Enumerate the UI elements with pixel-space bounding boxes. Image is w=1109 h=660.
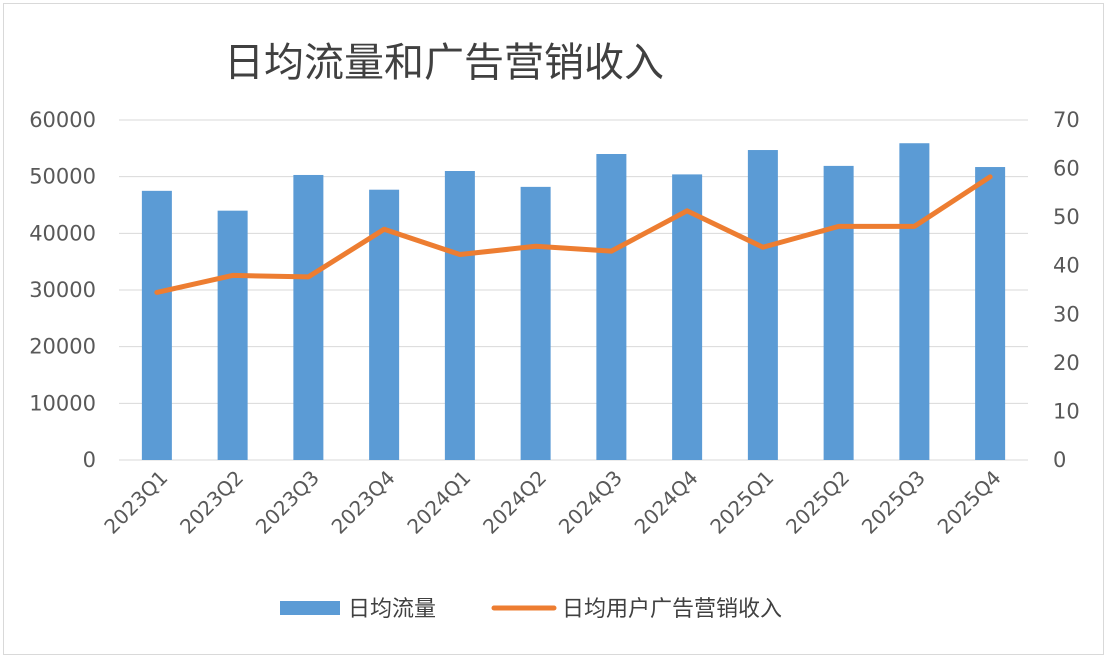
x-tick-label: 2024Q3	[554, 466, 627, 539]
bar	[899, 143, 930, 460]
y-right-tick-label: 50	[1053, 205, 1080, 229]
bar	[293, 174, 324, 460]
y-left-tick-label: 30000	[29, 278, 96, 302]
x-tick-label: 2023Q2	[175, 466, 248, 539]
line-series	[154, 174, 993, 295]
bar	[975, 167, 1006, 461]
chart-svg: 日均流量和广告营销收入 0 10000 20000 30000 40000 50000 60…	[29, 40, 1080, 622]
x-tick-label: 2023Q4	[327, 466, 400, 539]
x-tick-label: 2023Q3	[251, 466, 324, 539]
legend: 日均流量 日均用户广告营销收入	[280, 597, 782, 622]
x-tick-label: 2024Q4	[630, 466, 703, 539]
y-axis-right: 0 10 20 30 40 50 60 70	[1053, 108, 1080, 472]
y-right-tick-label: 10	[1053, 399, 1080, 423]
legend-swatch-bar	[280, 601, 340, 615]
x-axis: 2023Q1 2023Q2 2023Q3 2023Q4 2024Q1 2024Q2 2024…	[99, 466, 1005, 539]
y-left-tick-label: 50000	[29, 165, 96, 189]
legend-label-bar: 日均流量	[348, 597, 436, 622]
gridlines	[119, 119, 1028, 461]
y-left-tick-label: 10000	[29, 391, 96, 415]
x-tick-label: 2024Q1	[402, 466, 475, 539]
chart-title: 日均流量和广告营销收入	[224, 40, 664, 86]
y-left-tick-label: 60000	[29, 108, 96, 132]
x-tick-label: 2024Q2	[478, 466, 551, 539]
bar	[596, 154, 627, 460]
bar-series	[141, 143, 1006, 461]
y-left-tick-label: 20000	[29, 335, 96, 359]
x-tick-label: 2025Q2	[781, 466, 854, 539]
bar	[823, 165, 854, 460]
x-tick-label: 2025Q4	[933, 466, 1006, 539]
x-tick-label: 2023Q1	[99, 466, 172, 539]
bar	[747, 150, 778, 461]
y-right-tick-label: 40	[1053, 254, 1080, 278]
y-left-tick-label: 40000	[29, 221, 96, 245]
y-right-tick-label: 60	[1053, 157, 1080, 181]
chart-frame: 日均流量和广告营销收入 0 10000 20000 30000 40000 50000 60…	[3, 3, 1104, 655]
y-right-tick-label: 0	[1053, 448, 1066, 472]
bar	[520, 186, 551, 460]
y-axis-left: 0 10000 20000 30000 40000 50000 60000	[29, 108, 96, 472]
bar	[141, 190, 172, 461]
legend-label-line: 日均用户广告营销收入	[562, 597, 782, 622]
x-tick-label: 2025Q1	[705, 466, 778, 539]
bar	[672, 174, 703, 460]
x-tick-label: 2025Q3	[857, 466, 930, 539]
y-right-tick-label: 70	[1053, 108, 1080, 132]
y-right-tick-label: 30	[1053, 302, 1080, 326]
y-right-tick-label: 20	[1053, 351, 1080, 375]
y-left-tick-label: 0	[83, 448, 96, 472]
bar	[217, 210, 248, 460]
line-path	[154, 174, 993, 295]
bar	[444, 171, 475, 460]
